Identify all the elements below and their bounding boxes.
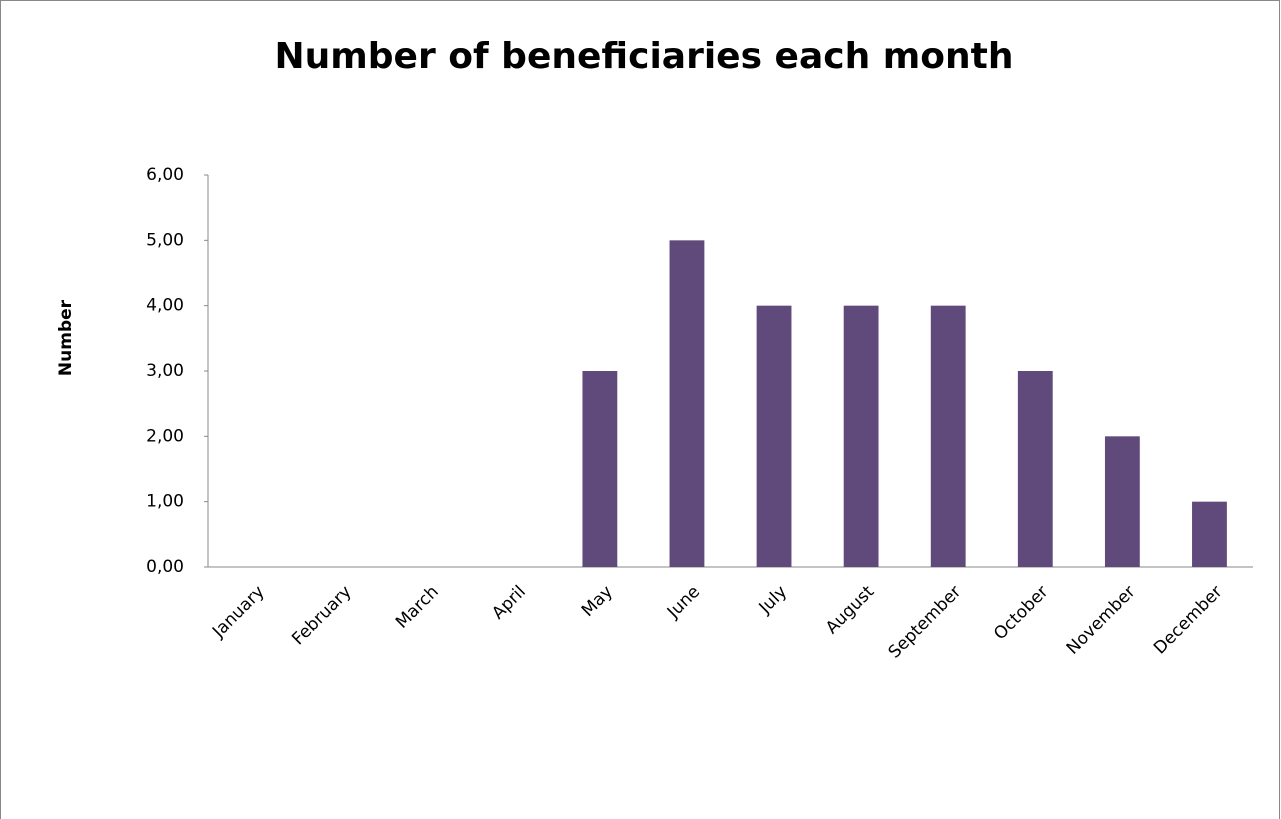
y-axis-label: Number (56, 299, 76, 376)
y-tick-label: 6,00 (146, 165, 184, 185)
bar (582, 371, 618, 567)
bar (756, 305, 792, 567)
chart-title: Number of beneficiaries each month (275, 36, 1014, 77)
y-tick-label: 5,00 (146, 230, 184, 250)
bar (669, 240, 705, 568)
bar (1017, 371, 1053, 567)
y-tick-label: 4,00 (146, 296, 184, 316)
bar (1192, 501, 1227, 567)
bar (843, 305, 879, 567)
y-tick-label: 0,00 (146, 557, 184, 577)
y-tick-label: 3,00 (146, 361, 184, 381)
bar (930, 305, 966, 567)
y-tick-label: 1,00 (146, 492, 184, 512)
y-tick-label: 2,00 (146, 426, 184, 446)
bar (1104, 436, 1140, 567)
